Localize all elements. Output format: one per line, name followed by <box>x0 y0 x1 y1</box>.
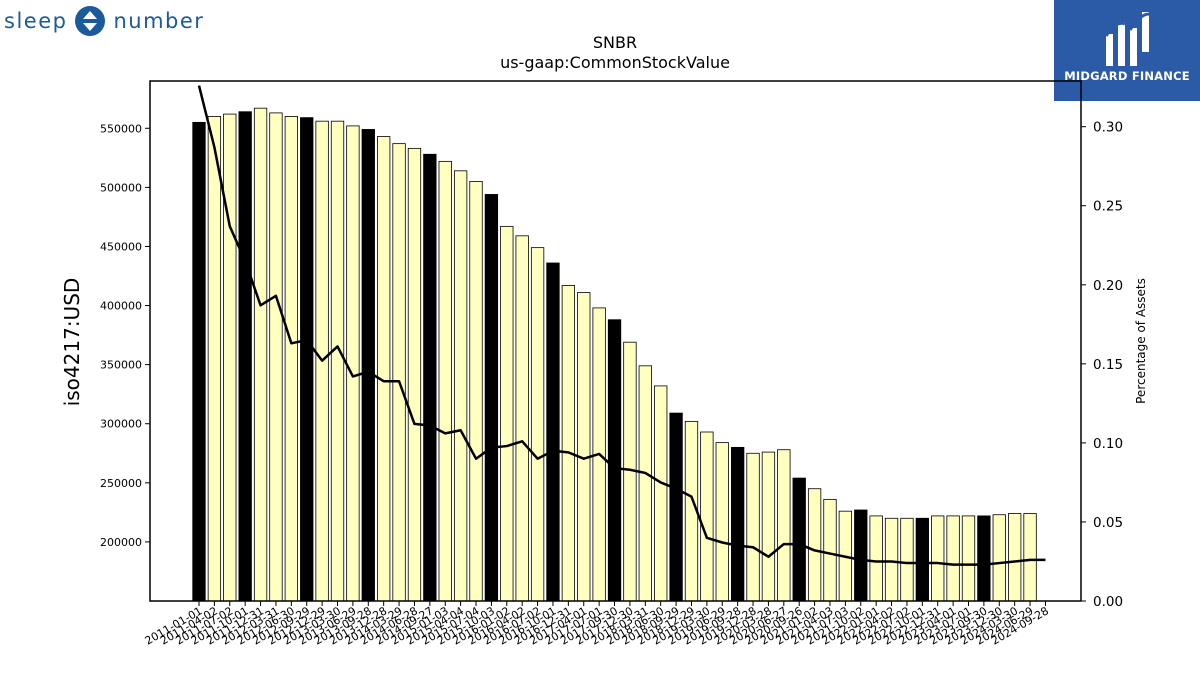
bar <box>823 498 837 602</box>
bar <box>869 515 883 602</box>
bar <box>807 488 822 602</box>
midgard-finance-name: MIDGARD FINANCE <box>1064 69 1190 83</box>
bar <box>192 121 206 602</box>
bar <box>300 117 314 602</box>
bar <box>731 446 745 602</box>
bar <box>654 385 668 602</box>
y2-tick-label: 0.05 <box>1093 515 1123 531</box>
bar <box>777 449 791 602</box>
y2-tick-label: 0.15 <box>1093 357 1123 373</box>
bar <box>992 514 1006 602</box>
y-tick-label: 550000 <box>100 122 142 135</box>
bar <box>207 116 222 602</box>
bar <box>1008 513 1022 602</box>
bar <box>884 517 899 602</box>
midgard-mark-icon <box>1104 12 1150 66</box>
bar <box>438 160 452 602</box>
y-axis-ticks: 200000 250000 300000 350000 400000 450000 5000… <box>100 122 150 549</box>
bar <box>515 235 529 602</box>
y-tick-label: 200000 <box>100 536 142 549</box>
y2-tick-label: 0.20 <box>1093 278 1123 294</box>
bar <box>269 112 283 602</box>
bar <box>638 365 652 602</box>
bar <box>700 431 714 602</box>
pct-line-group <box>197 85 1046 566</box>
logo-word-number: number <box>113 9 205 33</box>
bar <box>607 319 622 602</box>
bar <box>484 194 499 602</box>
bar <box>961 515 976 602</box>
bar <box>915 517 929 602</box>
y-tick-label: 500000 <box>100 181 142 194</box>
bar <box>946 515 960 602</box>
y-tick-label: 250000 <box>100 477 142 490</box>
bar <box>792 477 806 602</box>
bar <box>577 292 591 602</box>
bar <box>453 170 468 602</box>
bar <box>238 111 252 602</box>
bar <box>546 262 560 602</box>
bar <box>469 181 483 602</box>
bar <box>746 452 760 602</box>
chart-title: SNBR <box>593 33 637 52</box>
bar <box>931 515 945 602</box>
logo-word-sleep: sleep <box>4 9 68 33</box>
bar <box>330 120 345 602</box>
pct-assets-line <box>197 85 1046 566</box>
bar <box>715 442 729 602</box>
bar <box>361 129 375 602</box>
bar <box>346 125 360 602</box>
bar <box>253 107 268 602</box>
bar <box>561 285 576 602</box>
y2-tick-label: 0.10 <box>1093 436 1123 452</box>
bar <box>854 509 868 602</box>
y-tick-label: 300000 <box>100 418 142 431</box>
bar <box>423 153 437 602</box>
bar <box>530 247 545 602</box>
y-tick-label: 450000 <box>100 240 142 253</box>
bar <box>223 113 237 602</box>
y-axis-label: iso4217:USD <box>60 278 84 407</box>
bar <box>407 147 422 602</box>
y-tick-label: 350000 <box>100 359 142 372</box>
plot-frame <box>149 80 1082 602</box>
bar-group <box>192 107 1037 602</box>
bar <box>761 451 776 602</box>
midgard-finance-logo: MIDGARD FINANCE <box>1054 0 1200 101</box>
bar <box>500 225 514 602</box>
bar <box>977 515 991 602</box>
bar <box>900 517 914 602</box>
y-tick-label: 400000 <box>100 300 142 313</box>
bar <box>392 143 406 602</box>
bar <box>284 116 298 602</box>
y2-axis-ticks: 0.00 0.05 0.10 0.15 0.20 0.25 0.30 <box>1081 120 1123 610</box>
y2-axis-label: Percentage of Assets <box>1134 278 1148 404</box>
sleep-number-mark-icon <box>75 6 106 36</box>
y2-tick-label: 0.25 <box>1093 199 1123 215</box>
chart-subtitle: us-gaap:CommonStockValue <box>500 53 730 72</box>
bar <box>669 412 683 602</box>
bar <box>377 136 391 602</box>
x-axis-ticks: 2011-01-012011-04-022011-07-022011-10-01… <box>143 601 1051 648</box>
bar <box>1023 513 1037 602</box>
sleep-number-logo: sleep number <box>4 4 204 38</box>
y2-tick-label: 0.30 <box>1093 120 1123 136</box>
y2-tick-label: 0.00 <box>1093 594 1123 610</box>
